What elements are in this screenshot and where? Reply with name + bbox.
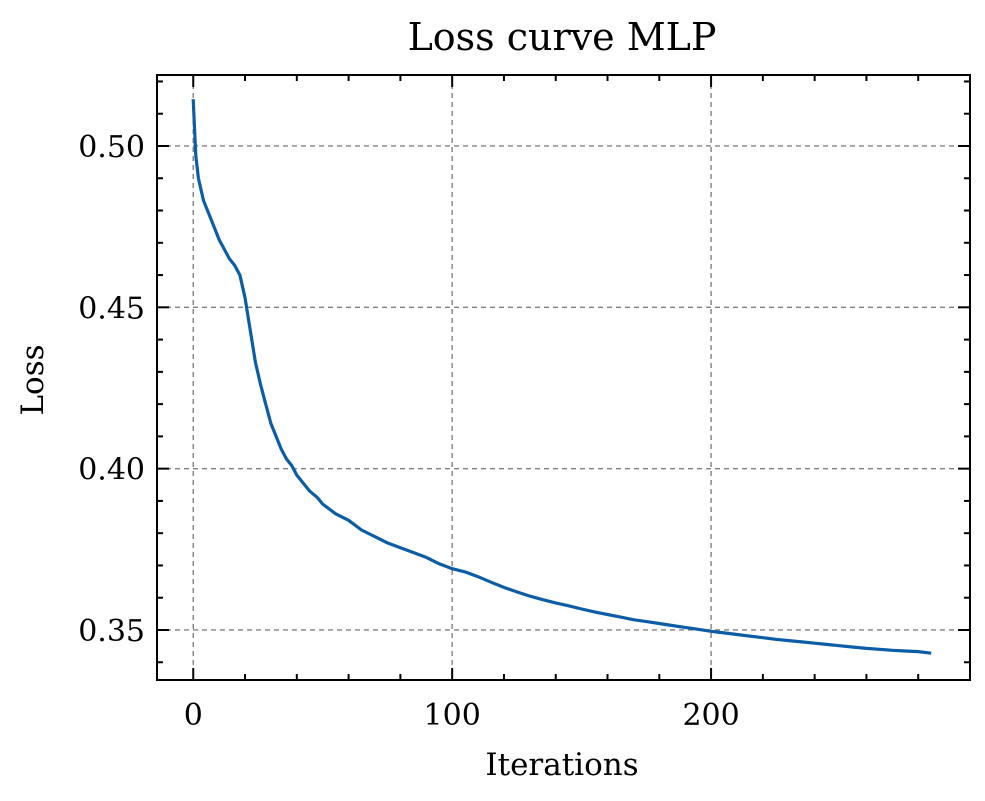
- x-axis-label: Iterations: [485, 747, 638, 783]
- y-tick-label: 0.40: [78, 453, 145, 488]
- series-layer: [191, 99, 932, 655]
- x-tick-label: 100: [424, 698, 481, 733]
- x-tick-label: 200: [682, 698, 739, 733]
- grid: [157, 75, 970, 680]
- ticks: 0 100 200 0.35 0.40 0.45 0.50: [78, 75, 971, 733]
- y-tick-label: 0.50: [78, 130, 145, 165]
- chart-title: Loss curve MLP: [408, 15, 717, 59]
- x-tick-label: 0: [184, 698, 203, 733]
- y-tick-label: 0.45: [78, 291, 145, 326]
- y-axis-label: Loss: [15, 344, 51, 415]
- loss-line: [191, 99, 932, 655]
- y-tick-label: 0.35: [78, 614, 145, 649]
- plot-frame: [156, 74, 971, 681]
